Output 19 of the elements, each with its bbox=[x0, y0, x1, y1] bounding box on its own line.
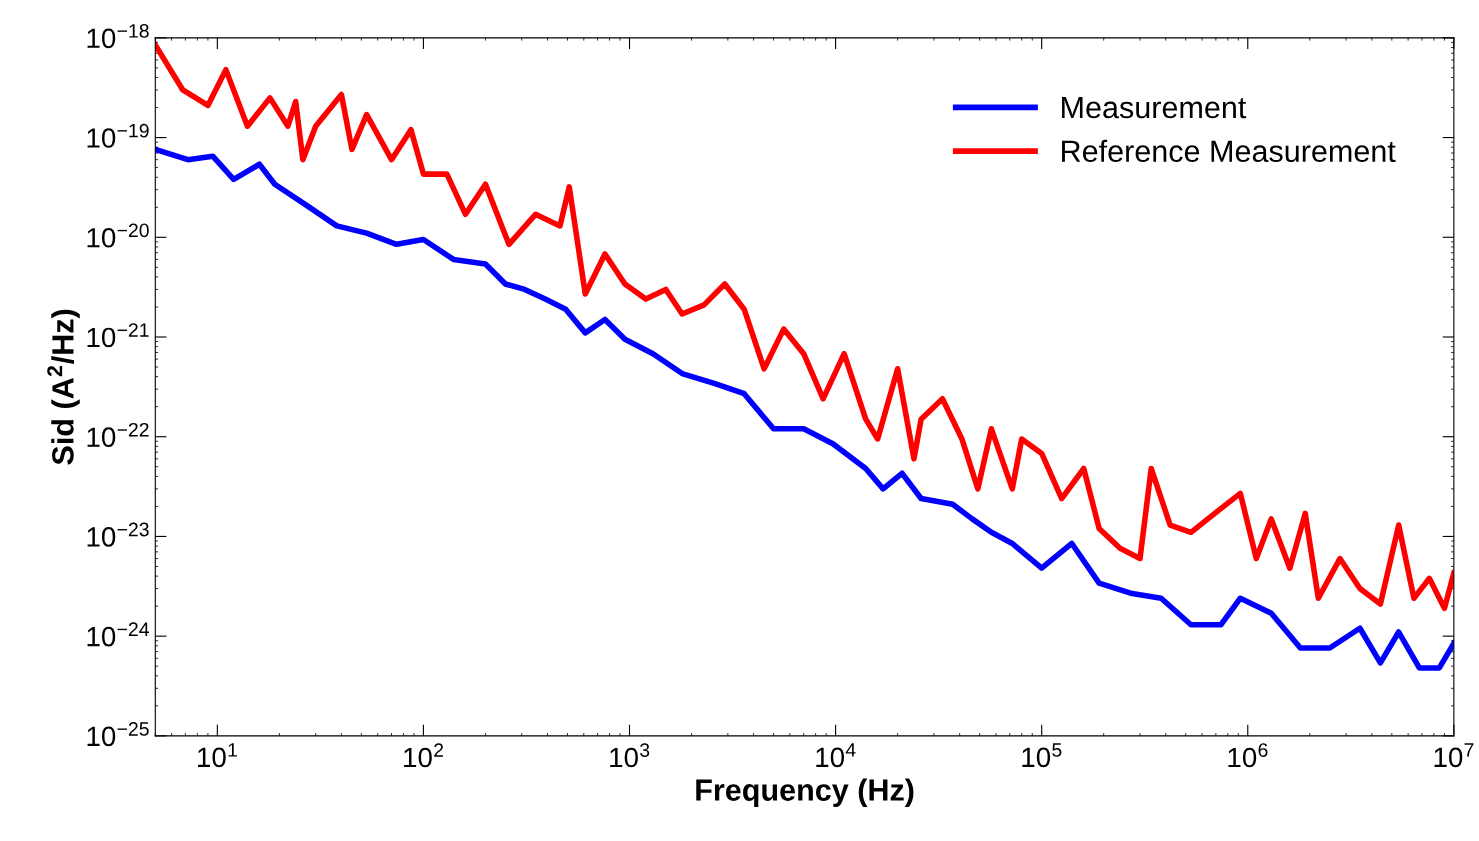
legend-label: Reference Measurement bbox=[1062, 139, 1396, 163]
y-tick-label: 10$^{−22}$ bbox=[87, 422, 149, 448]
y-tick-label: 10$^{−24}$ bbox=[87, 622, 149, 647]
y-tick-label: 10$^{−20}$ bbox=[87, 223, 149, 248]
x-tick-label: 10$^{2}$ bbox=[404, 743, 444, 768]
y-axis-title: Sid (A$^{2}$/Hz) bbox=[47, 309, 80, 465]
x-tick-label: 10$^{1}$ bbox=[198, 743, 237, 768]
x-tick-label: 10$^{3}$ bbox=[610, 743, 650, 768]
x-tick-label: 10$^{6}$ bbox=[1228, 743, 1268, 768]
y-tick-label: 10$^{−21}$ bbox=[87, 323, 149, 348]
y-tick-label: 10$^{−25}$ bbox=[87, 722, 149, 747]
y-tick-label: 10$^{−18}$ bbox=[87, 24, 149, 49]
y-tick-label: 10$^{−23}$ bbox=[87, 522, 149, 547]
x-tick-label: 10$^{7}$ bbox=[1434, 743, 1474, 768]
y-tick-label: 10$^{−19}$ bbox=[87, 123, 149, 148]
legend-label: Measurement bbox=[1062, 97, 1247, 119]
x-axis-title: Frequency (Hz) bbox=[696, 778, 914, 807]
x-tick-label: 10$^{4}$ bbox=[816, 743, 856, 768]
x-tick-label: 10$^{5}$ bbox=[1022, 743, 1062, 768]
